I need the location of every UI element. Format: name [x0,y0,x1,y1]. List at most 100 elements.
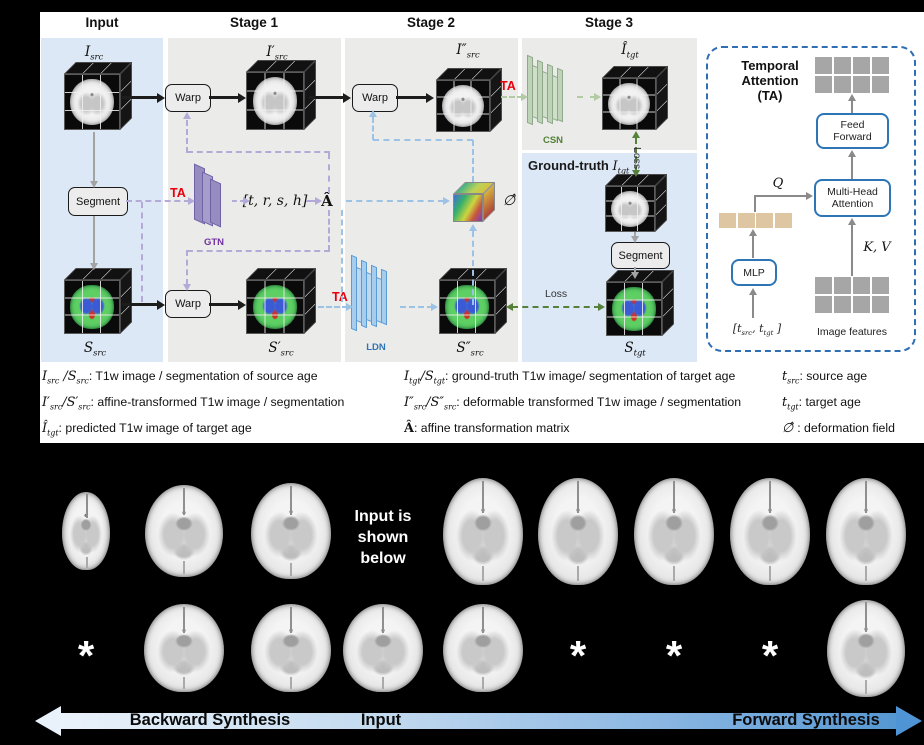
header-input: Input [85,15,119,30]
brain-mri-slice [443,477,523,585]
gtn-network [194,163,221,228]
ta-title-line: (TA) [757,88,783,103]
image-feature-grid [815,277,889,313]
cube-i-tgt-gt [605,174,667,232]
ta-path [141,202,143,302]
gtn-out [232,200,245,202]
ta2-up-link [341,210,343,302]
arrowhead [631,236,639,243]
ta3-to-csn [501,96,523,98]
ta-label-3: TA [500,79,516,93]
legend-symbol: I″src/S″src [404,395,457,412]
warp-box-3: Warp [165,290,211,318]
loss-label-horizontal: Loss [545,288,568,300]
q-path [754,195,807,197]
arrowhead [431,303,438,311]
mha-label: Multi-Head Attention [827,186,878,210]
arrowhead [90,181,98,188]
results-strip: Input is shown below * * * * [0,443,924,745]
loss-vertical [635,138,637,171]
brain-mri-slice [145,485,223,577]
legend-text: : affine-transformed T1w image / segment… [90,395,345,409]
ground-truth-prefix: Ground-truth [528,158,609,173]
arrowhead [749,229,757,236]
features-to-mha [851,224,853,276]
flow-arrow [396,96,429,99]
forward-synthesis-label: Forward Synthesis [732,711,880,729]
segment-arrow [93,132,95,182]
mlp-box: MLP [731,259,777,286]
legend-entry: I″src/S″src: deformable transformed T1w … [404,395,741,412]
timeline-arrowhead-left [35,706,61,736]
segment-box-1: Segment [68,187,128,216]
mha-to-ff [851,155,853,179]
ta2-to-ldn [318,306,348,308]
timeline-arrow [60,713,898,729]
segment-box-2: Segment [611,242,670,269]
arrowhead [594,93,601,101]
legend-entry: I′src/S′src: affine-transformed T1w imag… [42,395,344,412]
arrowhead [157,300,165,310]
legend-text: : deformable transformed T1w image / seg… [456,395,742,409]
brain-mri-slice [144,604,224,692]
csn-label: CSN [542,135,564,146]
arrowhead [157,93,165,103]
arrowhead [183,112,191,119]
timeline-arrowhead-right [896,706,922,736]
ta-title-line: Temporal [741,58,799,73]
legend-symbol: Â [404,421,414,436]
arrowhead [506,303,513,311]
arrowhead [598,303,605,311]
legend-entry: Îtgt: predicted T1w image of target age [42,421,252,438]
arrowhead [346,303,353,311]
input-note: Input is shown below [354,508,412,567]
label-affine-matrix: Â [321,192,333,210]
header-stage2: Stage 2 [406,15,456,30]
missing-timepoint-asterisk: * [569,632,587,679]
segment-arrow [634,232,636,238]
flow-arrow [309,96,346,99]
ta-label-2: TA [332,290,348,304]
flow-arrow [209,303,241,306]
legend-symbol: Isrc /Ssrc [42,369,89,386]
legend-text: : source age [799,369,868,383]
arrowhead [848,218,856,225]
legend-entry: Itgt/Stgt: ground-truth T1w image/ segme… [404,369,735,386]
phi-to-warp2 [472,140,474,182]
arrowhead [749,288,757,295]
brain-mri-slice [538,477,618,585]
affine-up [186,120,188,153]
arrowhead [848,150,856,157]
arrowhead [426,93,434,103]
segment-label: Segment [618,249,663,262]
arrowhead [521,93,528,101]
warp-label: Warp [175,298,201,310]
legend-text: : deformation field [797,421,895,435]
flow-arrow [122,303,160,306]
ta-path [126,200,190,202]
loss-horizontal [512,306,600,308]
legend-entry: Â: affine transformation matrix [404,421,570,436]
arrowhead [238,93,246,103]
arrowhead [315,197,322,205]
kv-label: K, V [863,240,891,255]
label-s-tgt: Stgt [624,340,646,358]
phi-to-warp2 [373,139,473,141]
time-to-mlp [752,293,754,318]
warp-label: Warp [362,92,388,104]
header-stage1: Stage 1 [229,15,279,30]
label-affine-vector: [t, r, s, h] [242,193,308,209]
legend-symbol: ∅̂ [782,421,798,436]
legend-symbol: ttgt [782,395,799,412]
legend-symbol: tsrc [782,369,800,386]
brain-mri-slice [826,477,906,585]
legend-entry: tsrc: source age [782,369,867,386]
label-s-src: Ssrc [83,340,107,358]
cube-i-src [64,62,132,130]
legend-text: : ground-truth T1w image/ segmentation o… [445,369,736,383]
cube-i-src-dprime [436,68,502,132]
output-feature-grid [815,57,889,93]
mlp-label: MLP [743,266,765,279]
ldn-network [351,254,387,332]
